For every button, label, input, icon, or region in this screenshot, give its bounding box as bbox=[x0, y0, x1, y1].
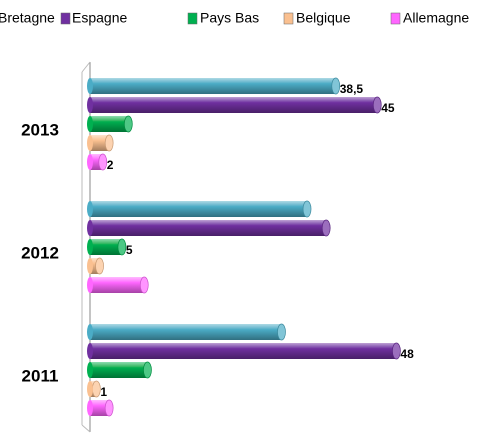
bar-cap bbox=[92, 380, 101, 398]
bar-cap bbox=[143, 361, 152, 379]
data-label: 38,5 bbox=[340, 82, 364, 96]
bar-base bbox=[87, 154, 93, 170]
legend-label: Belgique bbox=[296, 10, 351, 26]
bar-cap bbox=[372, 96, 382, 114]
bar-base bbox=[87, 78, 93, 94]
bar bbox=[90, 135, 110, 151]
bar-base bbox=[87, 400, 93, 416]
legend-label: Pays Bas bbox=[200, 10, 259, 26]
bar-cap bbox=[321, 219, 331, 237]
bar-cap bbox=[117, 238, 127, 256]
bar-cap bbox=[392, 342, 401, 360]
data-label: 5 bbox=[126, 243, 133, 257]
data-label: 45 bbox=[381, 101, 395, 115]
bar-base bbox=[87, 135, 93, 151]
bar bbox=[90, 201, 308, 217]
bar-base bbox=[87, 97, 93, 113]
bar bbox=[90, 400, 110, 416]
legend-swatch bbox=[283, 12, 294, 25]
category-label: 2013 bbox=[21, 120, 59, 139]
bar-base bbox=[87, 324, 93, 340]
bar-base bbox=[87, 343, 93, 359]
bar-cap bbox=[331, 77, 341, 95]
legend-swatch bbox=[390, 12, 401, 25]
bar-cap bbox=[277, 323, 286, 341]
bar-base bbox=[87, 220, 93, 236]
legend-swatch bbox=[60, 12, 71, 25]
bar-base bbox=[87, 362, 93, 378]
bar-cap bbox=[104, 399, 114, 417]
bar-cap bbox=[104, 134, 114, 152]
bar-cap bbox=[95, 257, 104, 275]
bar-base bbox=[87, 258, 93, 274]
bar bbox=[90, 78, 336, 94]
bar bbox=[90, 220, 327, 236]
bar-base bbox=[87, 239, 93, 255]
bar bbox=[90, 324, 282, 340]
legend-label: Bretagne bbox=[0, 10, 55, 26]
bar-cap bbox=[98, 153, 108, 171]
category-label: 2012 bbox=[21, 243, 59, 262]
bar-base bbox=[87, 116, 93, 132]
bar bbox=[90, 258, 100, 274]
bar bbox=[90, 362, 148, 378]
legend-label: Espagne bbox=[72, 10, 127, 26]
legend-swatch bbox=[187, 12, 198, 25]
bar-base bbox=[87, 381, 93, 397]
bar-cap bbox=[302, 200, 312, 218]
data-label: 48 bbox=[400, 347, 414, 361]
bar-base bbox=[87, 201, 93, 217]
bar bbox=[90, 97, 378, 113]
data-label: 2 bbox=[107, 158, 114, 172]
category-label: 2011 bbox=[22, 366, 59, 385]
legend-label: Allemagne bbox=[403, 10, 469, 26]
bar bbox=[90, 343, 397, 359]
bar-cap bbox=[139, 276, 149, 294]
bar bbox=[90, 116, 129, 132]
bar bbox=[90, 277, 145, 293]
bar-cap bbox=[123, 115, 133, 133]
data-label: 1 bbox=[100, 385, 107, 399]
bar-base bbox=[87, 277, 93, 293]
bar bbox=[90, 239, 122, 255]
